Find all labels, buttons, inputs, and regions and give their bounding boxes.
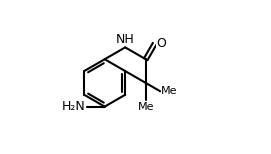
Text: Me: Me xyxy=(161,86,178,96)
Text: H₂N: H₂N xyxy=(62,100,86,113)
Text: NH: NH xyxy=(116,33,135,46)
Text: O: O xyxy=(156,37,166,50)
Text: Me: Me xyxy=(138,102,154,112)
